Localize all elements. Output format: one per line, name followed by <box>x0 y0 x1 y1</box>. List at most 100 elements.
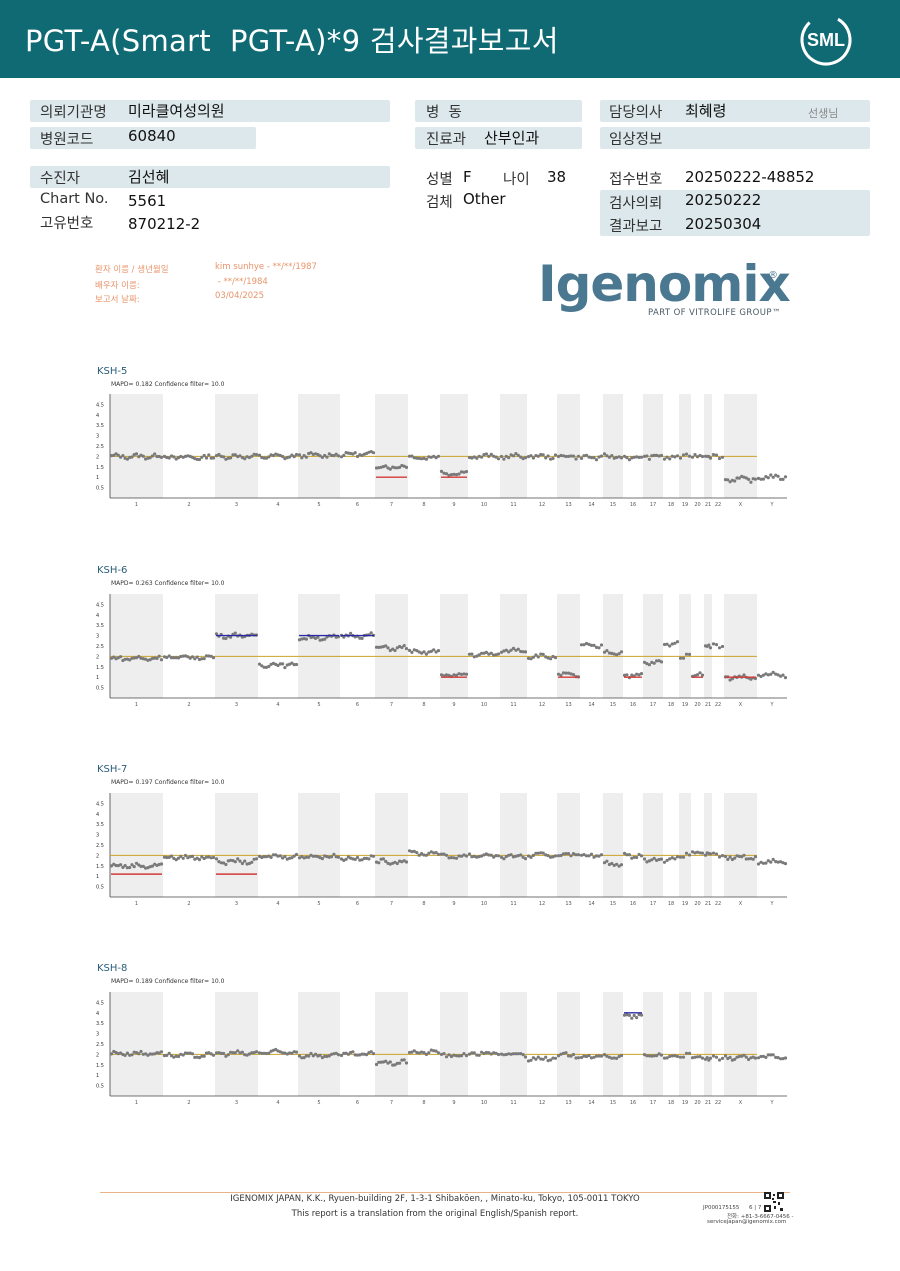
data-point <box>188 656 192 660</box>
data-point <box>519 1052 523 1056</box>
data-point <box>137 654 141 659</box>
chromosome-band <box>704 992 712 1096</box>
data-point <box>766 476 770 480</box>
data-point <box>186 856 190 860</box>
data-point <box>344 857 348 861</box>
data-point <box>615 1056 619 1060</box>
data-point <box>391 647 395 651</box>
data-point <box>766 673 770 677</box>
data-point <box>776 474 780 478</box>
x-tick-label: 14 <box>588 502 594 508</box>
data-point <box>360 858 364 862</box>
data-point <box>617 864 621 868</box>
patient-row <box>30 166 390 188</box>
data-point <box>311 854 315 858</box>
data-point <box>499 454 504 459</box>
data-point <box>544 456 548 460</box>
qr-code-icon <box>764 1192 784 1212</box>
data-point <box>278 854 282 858</box>
data-point <box>700 1056 705 1060</box>
x-tick-label: 17 <box>650 901 656 907</box>
data-point <box>668 457 672 461</box>
data-point <box>662 642 667 647</box>
data-point <box>599 1054 604 1058</box>
data-point <box>502 457 506 461</box>
data-point <box>637 673 641 677</box>
data-point <box>202 453 206 458</box>
department-row <box>415 127 582 149</box>
data-point <box>652 661 656 665</box>
data-point <box>514 648 518 652</box>
data-point <box>464 854 469 858</box>
data-point <box>635 672 639 676</box>
chromosome-band <box>557 992 580 1096</box>
data-point <box>771 475 775 479</box>
data-point <box>447 673 451 677</box>
data-point <box>484 650 488 654</box>
data-point <box>690 850 695 854</box>
data-point <box>561 1051 566 1055</box>
data-point <box>224 457 228 461</box>
data-point <box>257 662 262 666</box>
chart-title: KSH-8 <box>97 963 128 974</box>
y-tick-label: 2 <box>96 654 99 660</box>
x-tick-label: 15 <box>610 502 616 508</box>
data-point <box>398 465 402 469</box>
data-point <box>684 851 689 855</box>
data-point <box>477 653 481 657</box>
data-point <box>489 651 493 655</box>
data-point <box>627 853 632 857</box>
data-point <box>214 857 219 861</box>
data-point <box>556 854 561 858</box>
data-point <box>673 455 677 459</box>
data-point <box>759 1054 763 1059</box>
data-point <box>200 455 204 459</box>
data-point <box>615 455 619 460</box>
data-point <box>546 1059 550 1063</box>
data-point <box>659 1053 664 1057</box>
data-point <box>657 659 661 663</box>
data-point <box>384 464 388 468</box>
data-point <box>574 457 578 461</box>
data-point <box>700 851 705 855</box>
institution-label: 의뢰기관명 <box>40 105 107 121</box>
x-tick-label: 5 <box>317 502 320 508</box>
data-point <box>444 472 449 476</box>
x-tick-label: 2 <box>187 1100 190 1106</box>
data-point <box>144 1052 148 1056</box>
data-point <box>639 854 644 858</box>
x-tick-label: 10 <box>481 502 487 508</box>
y-tick-label: 1.5 <box>96 665 104 671</box>
x-tick-label: 21 <box>705 1100 711 1106</box>
data-point <box>320 857 324 861</box>
data-point <box>393 1063 397 1067</box>
data-point <box>769 473 773 477</box>
data-point <box>769 672 773 676</box>
chromosome-band <box>643 992 663 1096</box>
data-point <box>622 1013 627 1017</box>
data-point <box>509 853 513 857</box>
data-point <box>442 471 446 475</box>
y-tick-label: 2.5 <box>96 843 104 849</box>
data-point <box>262 665 266 669</box>
request-label: 검사의뢰 <box>609 196 663 212</box>
data-point <box>779 860 783 864</box>
data-point <box>690 1056 695 1060</box>
specimen-label: 검체 <box>426 195 453 211</box>
data-point <box>566 454 571 458</box>
data-point <box>264 456 268 460</box>
x-tick-label: 10 <box>481 702 487 708</box>
x-tick-label: 16 <box>630 1100 636 1106</box>
data-point <box>589 852 594 856</box>
data-point <box>480 1050 484 1054</box>
data-point <box>304 1054 308 1058</box>
cnv-plot-ksh-5: 4.543.532.521.510.51 2 3 4 5 6 7 8 9 10 11 12 13 14 15… <box>96 394 788 508</box>
data-point <box>181 856 185 860</box>
data-point <box>749 677 753 681</box>
data-point <box>657 857 661 862</box>
data-point <box>393 648 397 653</box>
chromosome-band <box>500 793 527 897</box>
data-point <box>698 671 702 675</box>
data-point <box>720 1056 725 1060</box>
data-point <box>516 1052 520 1056</box>
